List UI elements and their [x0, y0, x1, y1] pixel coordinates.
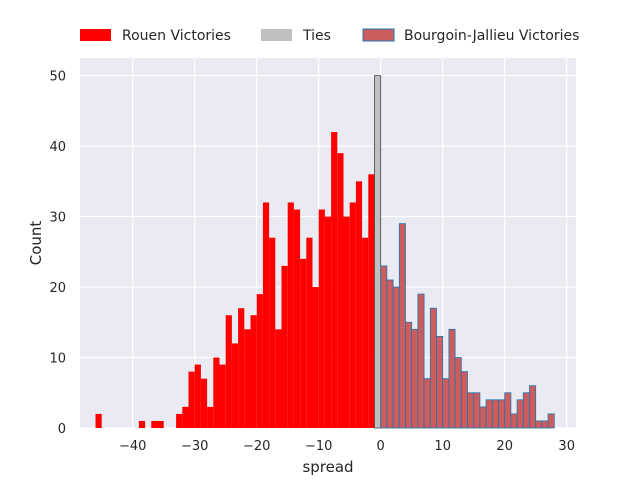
bar-rouen-victories: [318, 209, 325, 428]
bar-rouen-victories: [300, 258, 307, 428]
bar-rouen-victories: [293, 209, 301, 428]
bar-rouen-victories: [225, 315, 232, 428]
bar-rouen-victories: [207, 406, 214, 428]
bar-bourgoin-jallieu-victories: [498, 399, 506, 429]
bar-rouen-victories: [250, 315, 257, 428]
bar-bourgoin-jallieu-victories: [411, 328, 419, 429]
x-tick-labels: −40 −30 −20 −10 0 10 20 30: [119, 439, 575, 454]
bar-bourgoin-jallieu-victories: [417, 293, 425, 429]
bar-rouen-victories: [213, 357, 220, 428]
x-tick-label: 10: [434, 439, 451, 454]
y-tick-label: 40: [49, 140, 66, 155]
y-axis-label: Count: [27, 221, 45, 266]
y-tick-label: 0: [58, 422, 66, 437]
bar-rouen-victories: [324, 216, 332, 428]
bar-rouen-victories: [176, 413, 183, 428]
bar-bourgoin-jallieu-victories: [547, 413, 555, 429]
x-tick-label: 20: [496, 439, 513, 454]
bar-rouen-victories: [256, 294, 263, 428]
legend-swatch-bourgoin-jallieu: [362, 28, 395, 42]
bar-rouen-victories: [368, 174, 375, 428]
legend-label-rouen: Rouen Victories: [122, 28, 231, 44]
bar-rouen-victories: [194, 364, 201, 428]
bar-bourgoin-jallieu-victories: [454, 357, 462, 429]
bar-bourgoin-jallieu-victories: [436, 335, 444, 429]
y-tick-label: 10: [49, 352, 66, 367]
histogram-bars: [95, 75, 555, 429]
x-tick-label: −30: [181, 439, 208, 454]
x-tick-label: −10: [305, 439, 332, 454]
bar-rouen-victories: [337, 153, 344, 428]
x-tick-label: −40: [119, 439, 146, 454]
bar-rouen-victories: [95, 413, 102, 428]
bar-bourgoin-jallieu-victories: [423, 378, 431, 429]
y-tick-label: 30: [49, 211, 66, 226]
bar-bourgoin-jallieu-victories: [541, 420, 549, 429]
bar-bourgoin-jallieu-victories: [504, 392, 512, 429]
bar-bourgoin-jallieu-victories: [448, 328, 456, 429]
bar-rouen-victories: [157, 420, 164, 428]
bar-rouen-victories: [200, 378, 208, 428]
legend-label-ties: Ties: [302, 28, 331, 44]
x-tick-label: 30: [558, 439, 575, 454]
bar-bourgoin-jallieu-victories: [479, 406, 487, 429]
bar-bourgoin-jallieu-victories: [429, 307, 437, 429]
bar-rouen-victories: [349, 202, 356, 428]
bar-bourgoin-jallieu-victories: [405, 321, 413, 429]
legend-item-ties: Ties: [261, 28, 331, 44]
bar-rouen-victories: [287, 202, 294, 428]
y-tick-label: 20: [49, 281, 66, 296]
y-tick-labels: 0 10 20 30 40 50: [49, 70, 66, 437]
bar-bourgoin-jallieu-victories: [467, 392, 475, 429]
bar-bourgoin-jallieu-victories: [522, 392, 530, 429]
bar-rouen-victories: [244, 329, 251, 428]
bar-bourgoin-jallieu-victories: [473, 392, 481, 429]
bar-rouen-victories: [275, 329, 282, 428]
bar-bourgoin-jallieu-victories: [485, 399, 493, 429]
y-tick-label: 50: [49, 70, 66, 85]
bar-rouen-victories: [182, 406, 189, 428]
bar-rouen-victories: [151, 420, 158, 428]
bar-bourgoin-jallieu-victories: [491, 399, 499, 429]
bar-rouen-victories: [312, 287, 319, 428]
x-axis-label: spread: [302, 458, 353, 476]
bar-bourgoin-jallieu-victories: [510, 413, 518, 429]
bar-rouen-victories: [269, 237, 276, 428]
bar-rouen-victories: [138, 420, 146, 428]
bar-rouen-victories: [362, 237, 369, 428]
legend-swatch-rouen: [80, 29, 111, 41]
legend-label-bourgoin-jallieu: Bourgoin-Jallieu Victories: [404, 28, 579, 44]
legend-item-bourgoin-jallieu: Bourgoin-Jallieu Victories: [362, 28, 579, 44]
legend: Rouen Victories Ties Bourgoin-Jallieu Vi…: [80, 28, 579, 44]
bar-bourgoin-jallieu-victories: [460, 371, 468, 429]
bar-bourgoin-jallieu-victories: [516, 399, 524, 429]
bar-ties: [374, 75, 382, 429]
bar-rouen-victories: [219, 364, 226, 428]
bar-rouen-victories: [188, 371, 195, 428]
legend-item-rouen: Rouen Victories: [80, 28, 231, 44]
bar-bourgoin-jallieu-victories: [398, 223, 406, 429]
bar-bourgoin-jallieu-victories: [535, 420, 543, 429]
bar-rouen-victories: [306, 237, 313, 428]
x-tick-label: −20: [243, 439, 270, 454]
bar-bourgoin-jallieu-victories: [392, 286, 400, 429]
bar-bourgoin-jallieu-victories: [529, 385, 537, 429]
bar-bourgoin-jallieu-victories: [380, 265, 388, 429]
bar-bourgoin-jallieu-victories: [442, 378, 450, 429]
x-tick-label: 0: [377, 439, 385, 454]
bar-rouen-victories: [238, 308, 245, 428]
legend-swatch-ties: [261, 29, 292, 41]
bar-rouen-victories: [343, 216, 350, 428]
bar-rouen-victories: [331, 132, 338, 428]
bar-rouen-victories: [355, 181, 363, 428]
bar-rouen-victories: [231, 343, 239, 428]
bar-rouen-victories: [262, 202, 270, 428]
bar-rouen-victories: [281, 265, 288, 428]
bar-bourgoin-jallieu-victories: [386, 279, 394, 429]
